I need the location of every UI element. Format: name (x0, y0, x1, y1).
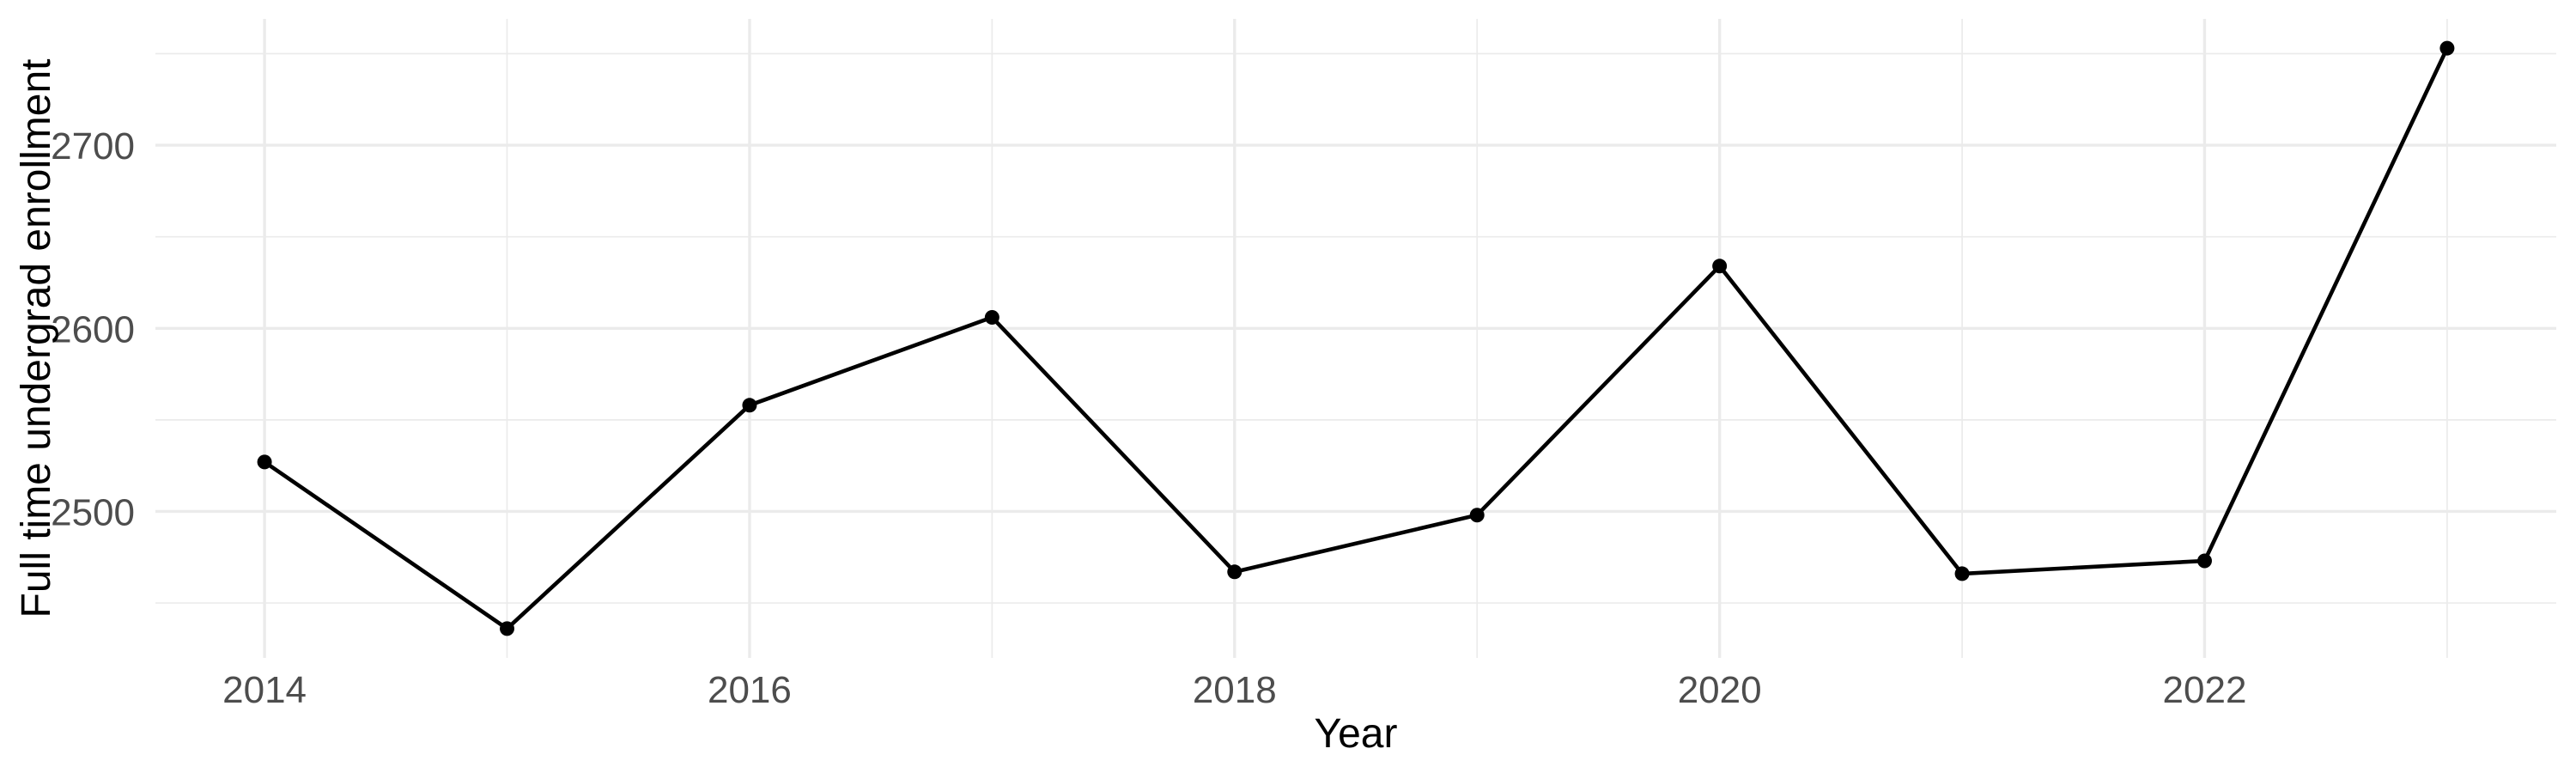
data-point (1712, 259, 1728, 274)
y-tick-label: 2500 (51, 491, 135, 533)
y-axis-title: Full time undergrad enrollment (14, 59, 59, 618)
data-point (1954, 566, 1970, 581)
x-axis-title: Year (1315, 711, 1398, 757)
data-point (500, 621, 515, 636)
enrollment-series (257, 40, 2455, 636)
data-point (1227, 564, 1242, 580)
x-tick-label: 2022 (2163, 669, 2247, 711)
x-tick-label: 2018 (1193, 669, 1277, 711)
data-point (2439, 40, 2455, 56)
series-line (263, 47, 2449, 631)
y-tick-labels: 2500 2600 2700 (51, 125, 135, 533)
x-tick-label: 2016 (708, 669, 792, 711)
y-tick-label: 2600 (51, 308, 135, 350)
data-point (742, 398, 757, 413)
data-point (984, 309, 999, 325)
major-gridlines (155, 19, 2556, 658)
data-point (2196, 553, 2212, 569)
minor-gridlines (155, 19, 2556, 658)
data-point (1469, 508, 1485, 523)
x-tick-labels: 2014 2016 2018 2020 2022 (222, 669, 2246, 711)
data-point (257, 454, 272, 470)
x-tick-label: 2020 (1678, 669, 1762, 711)
x-tick-label: 2014 (222, 669, 307, 711)
y-tick-label: 2700 (51, 125, 135, 167)
